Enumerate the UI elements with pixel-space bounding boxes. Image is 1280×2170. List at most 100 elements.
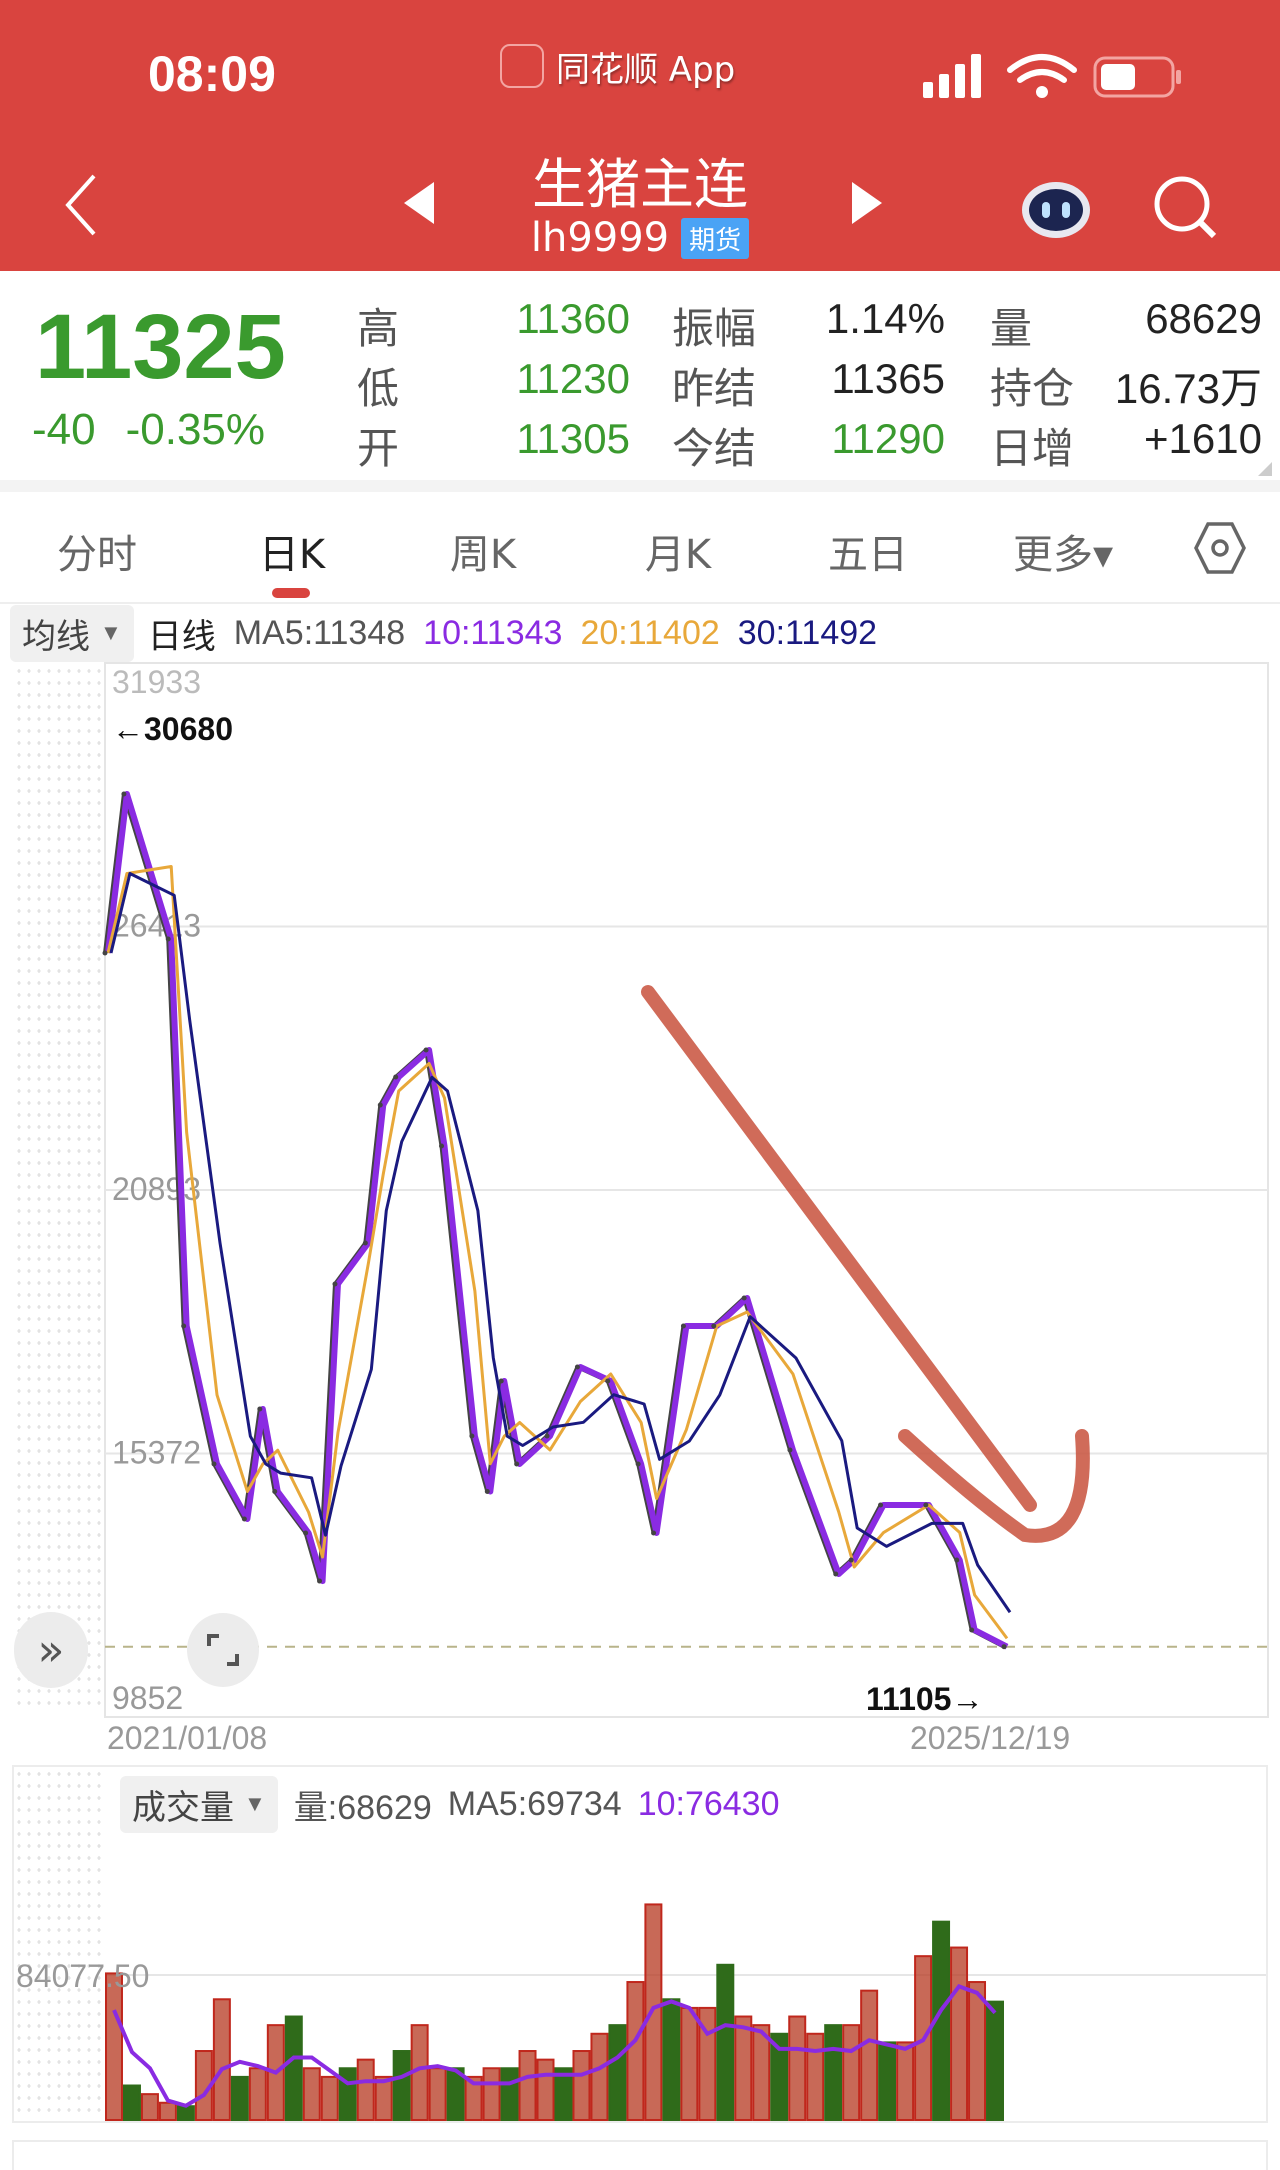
price-point bbox=[878, 1502, 884, 1508]
app-logo-icon bbox=[500, 44, 544, 88]
change-percent: -0.35% bbox=[125, 405, 266, 454]
volume-selector-label: 成交量 bbox=[132, 1788, 234, 1827]
active-tab-indicator bbox=[272, 588, 310, 598]
x-label-end: 2025/12/19 bbox=[910, 1720, 1071, 1756]
price-point bbox=[635, 1461, 641, 1467]
settings-hexagon-icon[interactable] bbox=[1192, 520, 1248, 576]
quote-label: 昨结 bbox=[672, 365, 757, 412]
price-point bbox=[484, 1489, 490, 1495]
volume-bar bbox=[788, 2015, 807, 2122]
volume-bar bbox=[105, 1972, 123, 2121]
max-price-marker: ←30680 bbox=[112, 711, 233, 747]
quote-label: 振幅 bbox=[672, 305, 757, 352]
price-point bbox=[439, 1143, 445, 1149]
kline-chart[interactable]: 31933 26413 20893 15372 9852 ←30680 11105→ bbox=[0, 0, 1280, 1760]
quote-label: 持仓 bbox=[990, 365, 1075, 412]
instrument-title: 生猪主连 bbox=[532, 153, 748, 216]
status-icons bbox=[923, 54, 1181, 98]
volume-bar bbox=[230, 2075, 249, 2121]
volume-indicator-selector[interactable]: 成交量 ▼ bbox=[120, 1775, 278, 1833]
y-tick-label: 15372 bbox=[112, 1435, 201, 1471]
status-time: 08:09 bbox=[148, 46, 276, 102]
price-point bbox=[241, 1516, 247, 1522]
quote-value: +1610 bbox=[1144, 415, 1262, 462]
price-point bbox=[605, 1378, 611, 1384]
quote-label: 开 bbox=[357, 425, 400, 472]
ma20-line bbox=[106, 865, 1009, 1640]
ma10-value: 10:11343 bbox=[423, 613, 563, 652]
double-chevron-right-icon: » bbox=[37, 1624, 65, 1676]
expand-sidebar-button[interactable]: » bbox=[14, 1612, 88, 1688]
next-indicator-panel bbox=[12, 2140, 1268, 2170]
price-point bbox=[181, 1323, 187, 1329]
min-price-marker: 11105→ bbox=[866, 1681, 983, 1717]
quote-label: 今结 bbox=[672, 425, 757, 472]
volume-bar bbox=[140, 2093, 159, 2122]
tab-3[interactable]: 月K bbox=[644, 532, 712, 578]
price-point bbox=[544, 1433, 550, 1439]
volume-bar bbox=[212, 1998, 231, 2122]
volume-bar bbox=[842, 2024, 861, 2122]
volume-bar bbox=[734, 2015, 753, 2122]
volume-bar bbox=[500, 2067, 519, 2121]
volume-bar bbox=[248, 2067, 267, 2121]
app-name: 同花顺 App bbox=[556, 49, 736, 90]
ma20-value: 20:11402 bbox=[580, 613, 720, 652]
tab-2[interactable]: 周K bbox=[449, 532, 517, 578]
x-label-start: 2021/01/08 bbox=[107, 1720, 268, 1756]
quote-value: 68629 bbox=[1145, 295, 1262, 342]
hand-drawn-down-arrow bbox=[641, 985, 1090, 1543]
fullscreen-button[interactable] bbox=[186, 1612, 260, 1688]
quote-label: 高 bbox=[357, 305, 400, 352]
volume-bar bbox=[518, 2050, 537, 2122]
price-point bbox=[954, 1557, 960, 1563]
tab-0[interactable]: 分时 bbox=[57, 532, 137, 578]
price-point bbox=[969, 1627, 975, 1633]
quote-value: 11290 bbox=[831, 415, 945, 462]
tab-5[interactable]: 更多▾ bbox=[1012, 532, 1114, 578]
volume-bar bbox=[158, 2101, 177, 2121]
price-point bbox=[423, 1047, 429, 1053]
volume-bar bbox=[806, 2032, 825, 2121]
price-point bbox=[165, 936, 171, 942]
robot-assistant-icon[interactable] bbox=[1018, 172, 1094, 242]
volume-bar bbox=[968, 1981, 987, 2122]
ma5-value: MA5:11348 bbox=[233, 613, 406, 652]
volume-bar bbox=[428, 2067, 447, 2121]
price-point bbox=[514, 1461, 520, 1467]
volume-ma10: 10:76430 bbox=[637, 1784, 780, 1823]
tab-1[interactable]: 日K bbox=[258, 532, 326, 578]
prev-triangle-icon[interactable] bbox=[400, 180, 436, 226]
volume-bar bbox=[986, 2000, 1005, 2121]
volume-bar bbox=[572, 2050, 591, 2122]
price-point bbox=[393, 1074, 399, 1080]
signal-icon bbox=[923, 54, 981, 98]
volume-bar bbox=[122, 2084, 141, 2122]
volume-bar bbox=[896, 2041, 915, 2122]
price-point bbox=[923, 1502, 929, 1508]
volume-bar bbox=[662, 1998, 681, 2122]
volume-bar bbox=[338, 2067, 357, 2121]
price-point bbox=[787, 1447, 793, 1453]
left-gutter bbox=[14, 665, 102, 1705]
back-chevron-icon[interactable] bbox=[60, 170, 100, 240]
price-point bbox=[1001, 1644, 1007, 1650]
tab-4[interactable]: 五日 bbox=[828, 532, 908, 578]
dropdown-caret-icon: ▼ bbox=[244, 1791, 266, 1816]
indicator-selector[interactable]: 均线 ▼ bbox=[10, 604, 134, 662]
fullscreen-icon bbox=[207, 1634, 239, 1666]
price-point bbox=[469, 1433, 475, 1439]
volume-bar bbox=[302, 2067, 321, 2121]
search-icon[interactable] bbox=[1150, 172, 1220, 242]
volume-bar bbox=[680, 2006, 699, 2121]
section-divider bbox=[0, 480, 1280, 492]
price-point bbox=[833, 1571, 839, 1577]
next-triangle-icon[interactable] bbox=[850, 180, 886, 226]
ma30-value: 30:11492 bbox=[737, 613, 878, 652]
volume-bar bbox=[698, 2006, 717, 2121]
instrument-subtitle: lh9999 期货 bbox=[440, 215, 840, 261]
price-point bbox=[848, 1557, 854, 1563]
period-label: 日线 bbox=[147, 617, 216, 656]
price-point bbox=[362, 1240, 368, 1246]
